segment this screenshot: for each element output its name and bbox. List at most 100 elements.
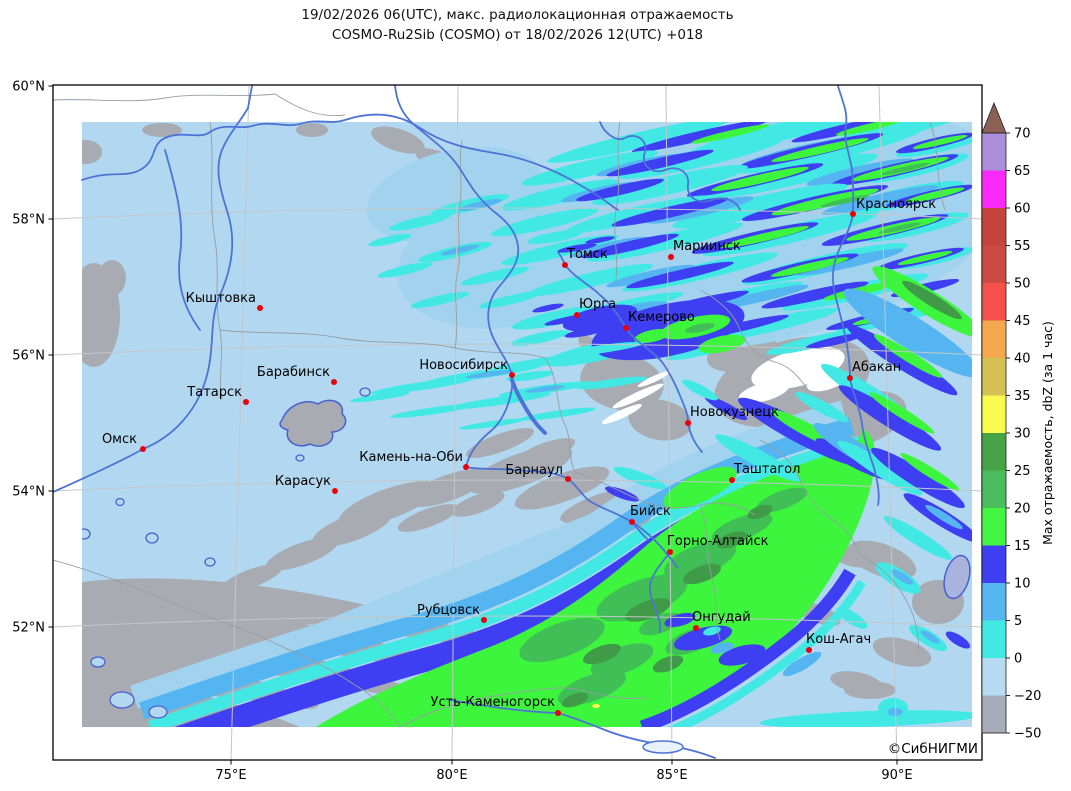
graticule-layer xyxy=(53,85,982,760)
city-marker xyxy=(243,399,249,405)
lon-tick-label: 85°E xyxy=(656,768,687,783)
city-label: Кемерово xyxy=(628,310,695,325)
city-label: Камень-на-Оби xyxy=(359,450,463,465)
city-label: Новокузнецк xyxy=(690,405,779,420)
colorbar-segment xyxy=(982,545,1006,584)
city-label: Онгудай xyxy=(692,610,751,625)
city-marker xyxy=(562,262,568,268)
rivers-layer xyxy=(53,85,880,759)
colorbar-tick-label: 15 xyxy=(1014,539,1031,554)
city-marker xyxy=(850,211,856,217)
colorbar-segment xyxy=(982,433,1006,471)
lat-tick-label: 58°N xyxy=(12,213,45,228)
lon-tick-label: 90°E xyxy=(881,768,912,783)
city-label: Юрга xyxy=(579,297,616,312)
city-label: Кыштовка xyxy=(186,291,256,306)
city-label: Усть-Каменогорск xyxy=(431,695,556,710)
city-label: Абакан xyxy=(852,360,901,375)
altai-front-band xyxy=(130,400,876,727)
city-marker xyxy=(331,379,337,385)
lon-tick-label: 75°E xyxy=(215,768,246,783)
colorbar-segment xyxy=(982,658,1006,696)
title-line-1: 19/02/2026 06(UTC), макс. радиолокационн… xyxy=(301,7,734,23)
city-marker xyxy=(623,325,629,331)
city-marker xyxy=(555,710,561,716)
colorbar-tick-label: −50 xyxy=(1014,727,1041,742)
colorbar-segment xyxy=(982,283,1006,321)
colorbar-segment xyxy=(982,208,1006,246)
lat-tick-label: 60°N xyxy=(12,80,45,95)
colorbar-title: Мах отражаемость, dbZ (за 1 час) xyxy=(1040,321,1055,545)
city-label: Бийск xyxy=(630,504,671,519)
city-marker xyxy=(257,305,263,311)
colorbar-tick-label: −20 xyxy=(1014,689,1041,704)
figure-title: 19/02/2026 06(UTC), макс. радиолокационн… xyxy=(0,5,1035,45)
colorbar-tick-label: 10 xyxy=(1014,577,1031,592)
latitude-axis: 60°N 58°N 56°N 54°N 52°N xyxy=(12,80,53,636)
city-marker xyxy=(140,446,146,452)
colorbar-segment xyxy=(982,320,1006,359)
colorbar-segment xyxy=(982,245,1006,284)
city-label: Барабинск xyxy=(257,365,330,380)
colorbar-tick-label: 30 xyxy=(1014,427,1031,442)
lat-tick-label: 52°N xyxy=(12,621,45,636)
colorbar-tick-label: 25 xyxy=(1014,464,1031,479)
city-label: Красноярск xyxy=(856,197,936,212)
longitude-axis: 75°E 80°E 85°E 90°E xyxy=(215,760,913,783)
lon-tick-label: 80°E xyxy=(436,768,467,783)
city-label: Карасук xyxy=(275,474,331,489)
city-label: Кош-Агач xyxy=(806,632,871,647)
city-marker xyxy=(685,420,691,426)
colorbar-segment xyxy=(982,395,1006,434)
ne-storm-streaks xyxy=(368,122,972,361)
colorbar-tick-label: 70 xyxy=(1014,127,1031,142)
city-marker xyxy=(509,372,515,378)
copyright-note: ©СибНИГМИ xyxy=(888,741,978,757)
colorbar-over-arrow xyxy=(981,101,1007,134)
city-marker xyxy=(668,254,674,260)
colorbar-tick-label: 0 xyxy=(1014,652,1022,667)
colorbar-tick-label: 35 xyxy=(1014,389,1031,404)
colorbar-tick-label: 20 xyxy=(1014,502,1031,517)
city-label: Омск xyxy=(102,432,137,447)
colorbar-tick-label: 40 xyxy=(1014,352,1031,367)
city-label: Татарск xyxy=(186,385,242,400)
city-marker xyxy=(565,476,571,482)
colorbar-segment xyxy=(982,620,1006,659)
city-marker xyxy=(332,488,338,494)
colorbar-segment xyxy=(982,695,1006,734)
colorbar-segment xyxy=(982,508,1006,546)
city-label: Рубцовск xyxy=(417,603,480,618)
colorbar-segment xyxy=(982,583,1006,621)
radar-echo-layer xyxy=(130,122,972,727)
colorbar-tick-label: 50 xyxy=(1014,277,1031,292)
colorbar-segment xyxy=(982,470,1006,509)
city-label: Горно-Алтайск xyxy=(667,534,769,549)
city-label: Мариинск xyxy=(673,239,741,254)
colorbar-tick-label: 65 xyxy=(1014,164,1031,179)
colorbar-tick-label: 55 xyxy=(1014,239,1031,254)
city-label: Барнаул xyxy=(505,463,563,478)
colorbar-segment xyxy=(982,133,1006,171)
title-line-2: COSMO-Ru2Sib (COSMO) от 18/02/2026 12(UT… xyxy=(331,27,704,43)
lat-tick-label: 56°N xyxy=(12,349,45,364)
colorbar-segment xyxy=(982,358,1006,396)
city-marker xyxy=(667,549,673,555)
city-marker xyxy=(629,519,635,525)
lat-tick-label: 54°N xyxy=(12,485,45,500)
lakes-layer xyxy=(82,387,371,719)
city-marker xyxy=(693,625,699,631)
city-label: Томск xyxy=(566,247,608,262)
cities-layer: Омск Кыштовка Татарск Барабинск Новосибирск К… xyxy=(102,197,936,716)
city-marker xyxy=(847,375,853,381)
city-marker xyxy=(806,647,812,653)
city-marker xyxy=(481,617,487,623)
city-label: Новосибирск xyxy=(419,358,508,373)
admin-borders-layer xyxy=(53,93,946,728)
city-marker xyxy=(463,464,469,470)
sayan-stripes xyxy=(760,266,972,727)
city-label: Таштагол xyxy=(733,462,800,477)
